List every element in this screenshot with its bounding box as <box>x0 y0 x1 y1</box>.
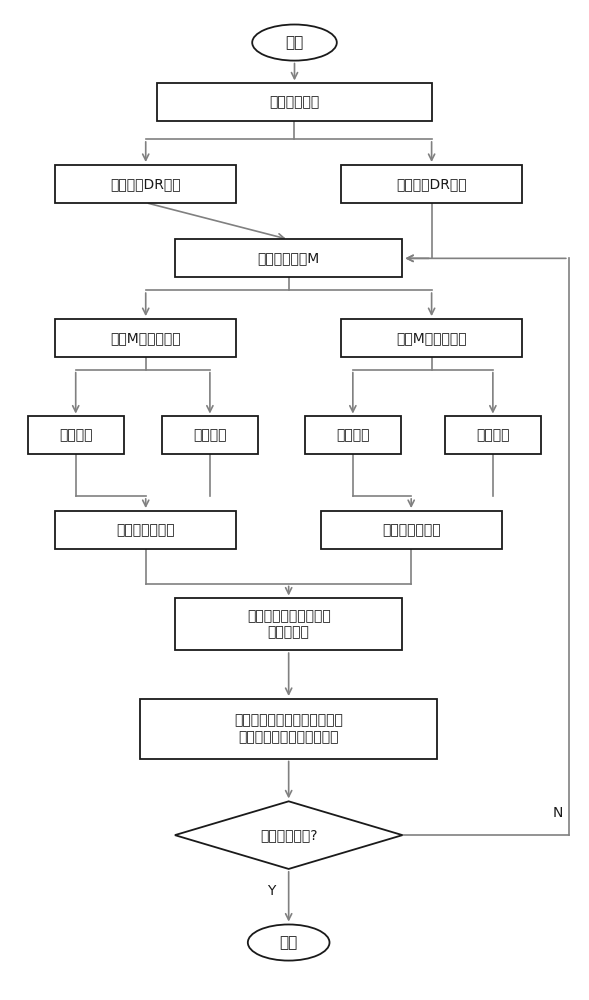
FancyBboxPatch shape <box>341 319 522 357</box>
Text: Y: Y <box>267 884 275 898</box>
Text: 高频子带: 高频子带 <box>476 428 509 442</box>
FancyBboxPatch shape <box>305 416 401 454</box>
Ellipse shape <box>248 924 329 961</box>
FancyBboxPatch shape <box>28 416 124 454</box>
Text: 是否满足条件?: 是否满足条件? <box>260 828 317 842</box>
FancyBboxPatch shape <box>162 416 258 454</box>
Text: 低电压下DR图像: 低电压下DR图像 <box>396 177 467 191</box>
FancyBboxPatch shape <box>55 165 236 203</box>
Text: 低频子带: 低频子带 <box>336 428 369 442</box>
FancyBboxPatch shape <box>321 511 502 549</box>
FancyBboxPatch shape <box>55 511 236 549</box>
Text: 利用小波重构获取的融
合后的图像: 利用小波重构获取的融 合后的图像 <box>247 609 330 639</box>
Text: 融合的高频子带: 融合的高频子带 <box>382 523 441 537</box>
FancyBboxPatch shape <box>175 598 402 650</box>
Text: 进行M层小波分解: 进行M层小波分解 <box>396 331 467 345</box>
FancyBboxPatch shape <box>341 165 522 203</box>
FancyBboxPatch shape <box>175 239 402 277</box>
Text: 开始: 开始 <box>286 35 303 50</box>
Text: 结束: 结束 <box>280 935 298 950</box>
FancyBboxPatch shape <box>55 319 236 357</box>
Text: 高电压下DR图像: 高电压下DR图像 <box>110 177 181 191</box>
Text: N: N <box>553 806 564 820</box>
Ellipse shape <box>252 25 337 61</box>
Text: 获取暗场图像: 获取暗场图像 <box>269 95 320 109</box>
Text: 融合的低频子带: 融合的低频子带 <box>117 523 175 537</box>
Text: 利用信息墙的方法对融合后的
图像的感兴趣区域进行评估: 利用信息墙的方法对融合后的 图像的感兴趣区域进行评估 <box>234 714 343 744</box>
FancyBboxPatch shape <box>140 699 438 759</box>
Polygon shape <box>175 801 402 869</box>
FancyBboxPatch shape <box>445 416 541 454</box>
Text: 设定分解层数M: 设定分解层数M <box>257 251 320 265</box>
Text: 进行M层小波分解: 进行M层小波分解 <box>110 331 181 345</box>
Text: 低频子带: 低频子带 <box>59 428 92 442</box>
FancyBboxPatch shape <box>157 83 432 121</box>
Text: 高频子带: 高频子带 <box>193 428 227 442</box>
